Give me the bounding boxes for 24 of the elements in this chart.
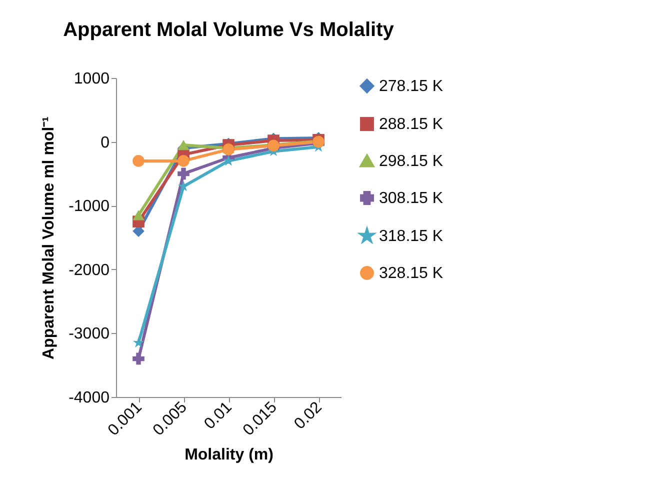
point (222, 155, 234, 166)
point (132, 336, 144, 348)
y-tick-label: 1000 (74, 70, 110, 88)
y-tick-label: 0 (100, 134, 110, 152)
y-axis-title: Apparent Molal Volume ml mol⁻¹ (40, 116, 58, 360)
legend-label: 308.15 K (379, 190, 444, 207)
point (178, 180, 190, 192)
y-tick-label: -1000 (68, 198, 110, 216)
legend-label: 298.15 K (379, 153, 444, 170)
point (132, 352, 144, 365)
y-tick-label: -4000 (68, 390, 110, 406)
x-tick-label: 0.02 (291, 398, 326, 433)
legend-label: 288.15 K (379, 116, 444, 133)
y-tick-label: -3000 (68, 326, 110, 343)
legend-label: 278.15 K (379, 78, 444, 95)
legend-label: 318.15 K (379, 228, 444, 245)
point (178, 155, 190, 167)
x-tick-label: 0.01 (201, 398, 236, 433)
y-tick-label: -2000 (68, 262, 110, 279)
point (178, 168, 190, 180)
point (132, 155, 144, 167)
chart-title: Apparent Molal Volume Vs Molality (63, 19, 395, 41)
x-axis-title: Molality (m) (184, 446, 274, 464)
legend-label: 328.15 K (379, 265, 444, 282)
